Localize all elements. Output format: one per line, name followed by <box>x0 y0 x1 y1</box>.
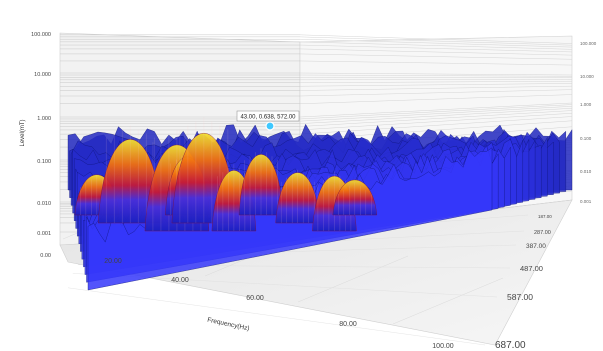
y-tick-label-left: 0.001 <box>37 231 51 237</box>
z-tick-label: 487.00 <box>520 264 543 273</box>
y-tick-label-right: 1.000 <box>580 102 592 107</box>
tooltip-marker[interactable] <box>265 121 275 131</box>
y-tick-label-right: 0.010 <box>580 169 592 174</box>
axis-ticks: 100.000 10.000 1.000 0.100 0.010 0.001 0.00 100… <box>31 32 597 351</box>
tooltip-box <box>236 110 300 122</box>
x-tick-label: 20.00 <box>104 258 122 265</box>
y-tick-label-left: 10.000 <box>34 72 51 78</box>
x-tick-label: 40.00 <box>171 277 189 284</box>
z-tick-label: 687.00 <box>495 340 526 351</box>
x-tick-label: 80.00 <box>339 321 357 328</box>
peak-ridges <box>74 117 378 232</box>
y-tick-label-left: 100.000 <box>31 32 51 38</box>
peak-ridge <box>332 179 378 216</box>
y-axis-label: Level(mT) <box>20 119 26 146</box>
y-tick-label-left: 0.010 <box>37 201 51 207</box>
z-tick-label: 387.00 <box>526 243 546 250</box>
z-tick-label: 287.00 <box>534 230 551 236</box>
x-axis-label: Frequency(Hz) <box>207 317 251 333</box>
y-tick-label-right: 100.000 <box>580 41 597 46</box>
y-tick-label-left: 0.00 <box>40 253 51 259</box>
z-tick-label: 587.00 <box>507 292 533 302</box>
z-tick-label: 187.00 <box>538 214 552 219</box>
x-tick-label: 100.00 <box>432 343 454 350</box>
tooltip[interactable]: 43.00, 0.638, 572.00 <box>236 110 300 131</box>
y-tick-label-left: 0.100 <box>37 159 51 165</box>
tooltip-label: 43.00, 0.638, 572.00 <box>240 115 296 121</box>
y-tick-label-right: 10.000 <box>580 74 594 79</box>
y-tick-label-right: 0.001 <box>580 199 592 204</box>
x-tick-label: 60.00 <box>246 295 264 302</box>
y-tick-label-left: 1.000 <box>37 116 51 122</box>
y-tick-label-right: 0.100 <box>580 136 592 141</box>
